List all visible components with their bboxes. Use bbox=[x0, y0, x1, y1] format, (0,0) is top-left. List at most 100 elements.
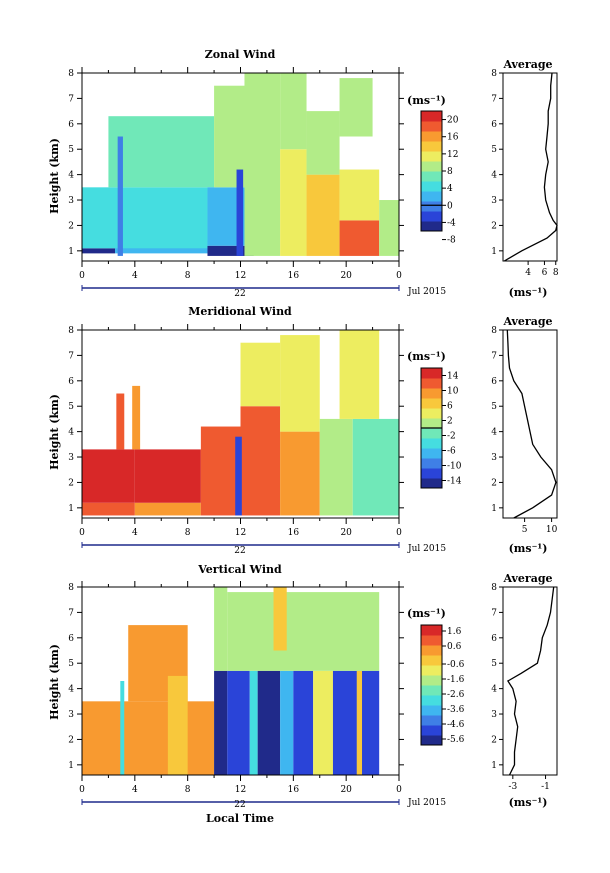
vertical-ytick-label: 6 bbox=[68, 634, 74, 644]
vertical-xtick-label: 4 bbox=[132, 785, 138, 795]
meridional-colorbar-swatch bbox=[421, 458, 442, 469]
meridional-cell bbox=[280, 431, 320, 516]
meridional-cell bbox=[280, 335, 320, 432]
zonal-title: Zonal Wind bbox=[205, 48, 276, 61]
meridional-cell bbox=[116, 393, 125, 450]
meridional-cell bbox=[134, 502, 201, 516]
zonal-colorbar-swatch bbox=[421, 181, 442, 192]
meridional-average-ytick-label: 7 bbox=[491, 351, 497, 361]
meridional-heatmap bbox=[82, 330, 399, 516]
zonal-colorbar-tick-label: 16 bbox=[447, 133, 459, 143]
vertical-ytick-label: 5 bbox=[68, 659, 74, 669]
vertical-cell bbox=[273, 587, 287, 651]
meridional-average-ytick-label: 3 bbox=[491, 453, 497, 463]
meridional-colorbar-tick-label: 2 bbox=[447, 417, 453, 427]
zonal-cell bbox=[82, 248, 116, 254]
meridional-colorbar-swatch bbox=[421, 468, 442, 479]
vertical-cell bbox=[249, 670, 258, 775]
vertical-ytick-label: 1 bbox=[68, 761, 74, 771]
meridional-colorbar-tick-label: 6 bbox=[447, 402, 453, 412]
meridional-cell bbox=[240, 406, 281, 516]
meridional-colorbar-swatch bbox=[421, 418, 442, 429]
vertical-average-profile: 1 2 3 4 5 6 7 8 -3 -1 bbox=[491, 583, 558, 792]
meridional-colorbar-swatch bbox=[421, 388, 442, 399]
meridional-average-ytick-label: 8 bbox=[491, 326, 497, 336]
meridional-cell bbox=[240, 342, 281, 407]
zonal-colorbar-tick-label: -8 bbox=[447, 236, 456, 246]
meridional-cell bbox=[339, 330, 380, 419]
vertical-cell bbox=[332, 670, 380, 775]
vertical-colorbar-swatch bbox=[421, 635, 442, 646]
vertical-ytick-label: 2 bbox=[68, 735, 74, 745]
zonal-average-ytick-label: 1 bbox=[491, 247, 497, 257]
meridional-day-label: 22 bbox=[234, 546, 245, 556]
vertical-average-line bbox=[506, 586, 555, 776]
meridional-colorbar-swatch bbox=[421, 478, 442, 489]
vertical-average-ytick-label: 5 bbox=[491, 659, 497, 669]
meridional-average-line bbox=[506, 329, 557, 519]
zonal-colorbar-tick-label: 20 bbox=[447, 116, 459, 126]
vertical-colorbar-swatch bbox=[421, 725, 442, 736]
meridional-cell bbox=[134, 449, 201, 503]
vertical-average-ytick-label: 6 bbox=[491, 634, 497, 644]
meridional-colorbar-swatch bbox=[421, 378, 442, 389]
zonal-average-xtick-label: 8 bbox=[553, 268, 559, 278]
vertical-xtick-label: 16 bbox=[288, 785, 300, 795]
zonal-average-ytick-label: 4 bbox=[491, 171, 497, 181]
meridional-colorbar-swatch bbox=[421, 408, 442, 419]
zonal-colorbar-swatch bbox=[421, 171, 442, 182]
vertical-colorbar-tick-label: -0.6 bbox=[447, 660, 465, 670]
vertical-cell bbox=[227, 592, 380, 671]
vertical-xtick-label: 12 bbox=[235, 785, 246, 795]
meridional-colorbar-tick-label: -14 bbox=[447, 477, 462, 487]
meridional-ytick-label: 3 bbox=[68, 453, 74, 463]
zonal-colorbar-swatch bbox=[421, 131, 442, 142]
zonal-cell bbox=[306, 111, 340, 175]
vertical-colorbar-tick-label: -4.6 bbox=[447, 720, 465, 730]
zonal-average-ytick-label: 8 bbox=[491, 69, 497, 79]
zonal-cell bbox=[280, 73, 307, 150]
meridional-colorbar: -14 -10 -6 -2 2 6 10 14 bbox=[420, 367, 462, 489]
vertical-colorbar: -5.6 -4.6 -3.6 -2.6 -1.6 -0.6 0.6 1.6 bbox=[420, 624, 465, 746]
zonal-colorbar-tick-label: 4 bbox=[447, 184, 453, 194]
meridional-ytick-label: 5 bbox=[68, 402, 74, 412]
zonal-cell bbox=[339, 78, 373, 137]
zonal-average-ytick-label: 3 bbox=[491, 196, 497, 206]
meridional-colorbar-tick-label: -6 bbox=[447, 447, 456, 457]
zonal-xtick-label: 12 bbox=[235, 271, 246, 281]
zonal-colorbar-swatch bbox=[421, 141, 442, 152]
vertical-colorbar-swatch bbox=[421, 735, 442, 746]
vertical-average-ytick-label: 8 bbox=[491, 583, 497, 593]
vertical-average-ytick-label: 3 bbox=[491, 710, 497, 720]
vertical-colorbar-tick-label: -2.6 bbox=[447, 690, 465, 700]
vertical-title: Vertical Wind bbox=[197, 563, 282, 576]
zonal-average-ytick-label: 7 bbox=[491, 94, 497, 104]
zonal-average-ytick-label: 5 bbox=[491, 145, 497, 155]
meridional-cell bbox=[352, 418, 399, 516]
vertical-colorbar-tick-label: -5.6 bbox=[447, 735, 465, 745]
vertical-colorbar-unit: (ms⁻¹) bbox=[407, 607, 446, 620]
vertical-cell bbox=[356, 670, 363, 775]
vertical-cell bbox=[214, 587, 228, 671]
meridional-ytick-label: 8 bbox=[68, 326, 74, 336]
vertical-ytick-label: 4 bbox=[68, 685, 74, 695]
meridional-colorbar-tick-label: 14 bbox=[447, 372, 459, 382]
meridional-average-title: Average bbox=[502, 315, 552, 328]
meridional-average-ytick-label: 1 bbox=[491, 504, 497, 514]
vertical-average-frame bbox=[502, 586, 558, 776]
meridional-cell bbox=[235, 436, 242, 516]
vertical-average-ytick-label: 2 bbox=[491, 735, 497, 745]
zonal-cell bbox=[108, 116, 215, 188]
meridional-colorbar-swatch bbox=[421, 398, 442, 409]
zonal-colorbar-tick-label: 0 bbox=[447, 201, 453, 211]
meridional-xtick-label: 8 bbox=[185, 528, 191, 538]
zonal-average-ytick-label: 2 bbox=[491, 221, 497, 231]
zonal-colorbar-unit: (ms⁻¹) bbox=[407, 94, 446, 107]
zonal-cell bbox=[117, 136, 123, 256]
meridional-ytick-label: 2 bbox=[68, 478, 74, 488]
zonal-colorbar-tick-label: 8 bbox=[447, 167, 453, 177]
